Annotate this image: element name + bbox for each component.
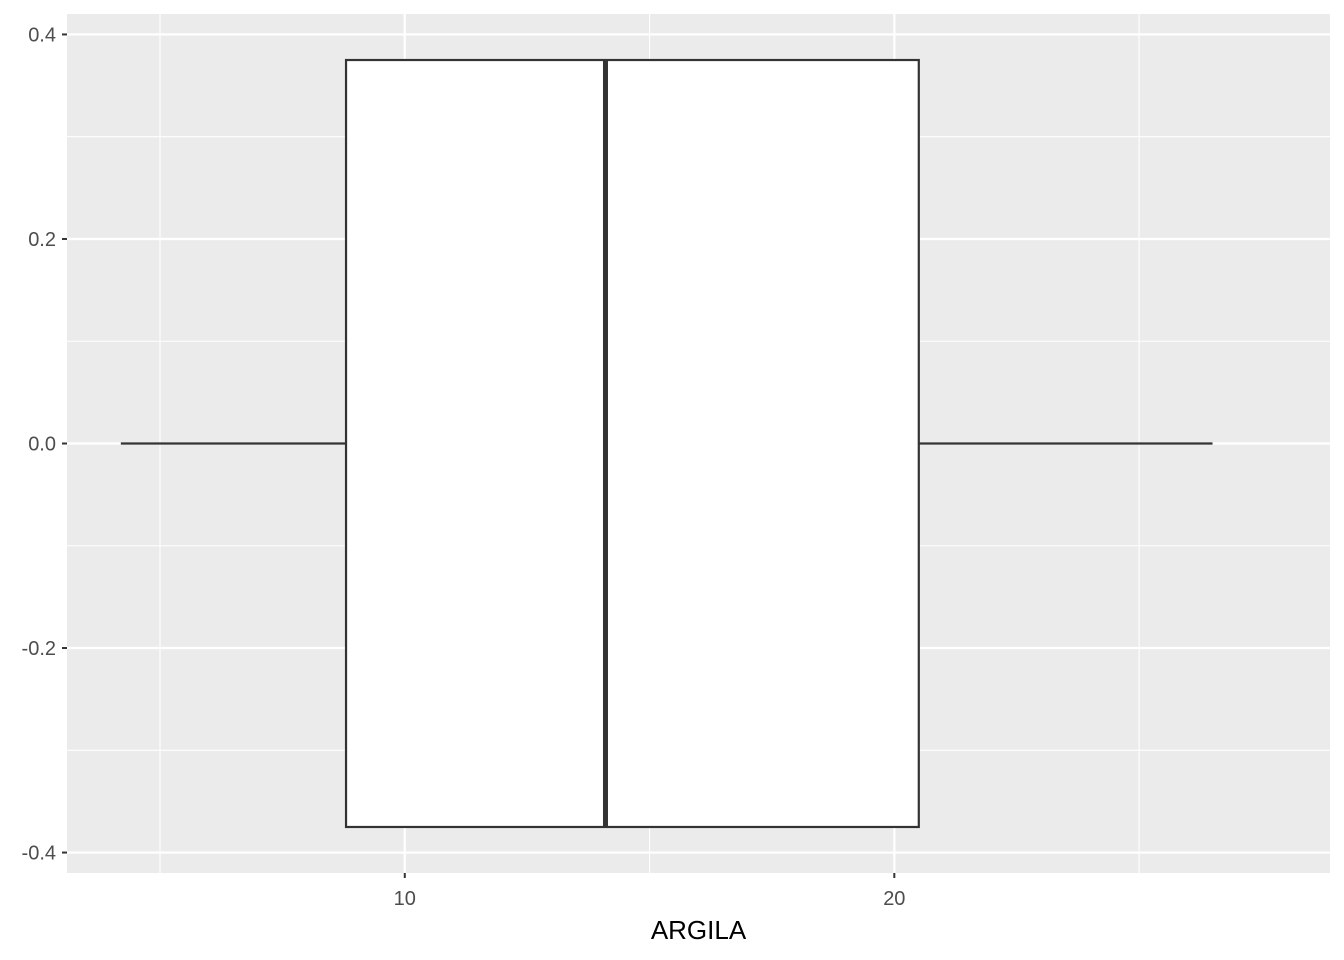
y-tick-label: -0.2 bbox=[22, 638, 56, 660]
y-tick-label: 0.2 bbox=[28, 229, 56, 251]
y-tick-label: -0.4 bbox=[22, 843, 56, 865]
x-axis: 10 20 bbox=[394, 873, 905, 910]
x-tick-label: 10 bbox=[394, 888, 416, 910]
iqr-box bbox=[344, 58, 920, 829]
y-tick-label: 0.0 bbox=[28, 434, 56, 456]
y-tick-label: 0.4 bbox=[28, 24, 56, 46]
box-marks bbox=[120, 58, 1213, 829]
x-axis-title: ARGILA bbox=[651, 915, 747, 945]
x-tick-label: 20 bbox=[883, 888, 905, 910]
y-axis: -0.4 -0.2 0.0 0.2 0.4 bbox=[22, 24, 67, 865]
